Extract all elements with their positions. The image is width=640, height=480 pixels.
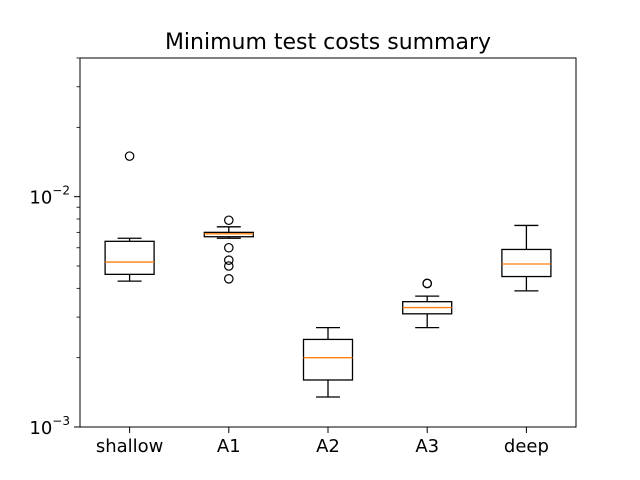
flier-point <box>224 255 234 265</box>
plot-area <box>79 57 577 428</box>
iqr-box <box>203 231 254 238</box>
box-A3 <box>402 278 453 329</box>
box-A1 <box>203 215 254 284</box>
iqr-box <box>104 240 155 275</box>
flier-point <box>224 261 234 271</box>
box-shallow <box>104 151 155 282</box>
chart-title: Minimum test costs summary <box>165 30 491 55</box>
y-tick-label: 10−2 <box>29 184 70 209</box>
x-tick-label: shallow <box>96 436 164 457</box>
x-tick-label: A1 <box>217 436 241 457</box>
x-tick-label: A3 <box>415 436 439 457</box>
flier-point <box>224 273 234 284</box>
flier-point <box>124 151 135 161</box>
y-tick-label: 10−3 <box>29 414 70 439</box>
iqr-box <box>501 248 552 278</box>
flier-point <box>422 278 432 289</box>
box-deep <box>501 224 552 292</box>
iqr-box <box>302 338 354 381</box>
x-tick-label: A2 <box>316 436 340 457</box>
y-tick-base: 10 <box>29 418 52 439</box>
flier-point <box>224 215 234 226</box>
x-tick-label: deep <box>504 436 549 457</box>
y-tick-exponent: −2 <box>52 184 70 198</box>
y-axis: 10−310−2 <box>29 57 80 439</box>
box-A2 <box>302 326 354 398</box>
x-axis: shallow A1 A2 A3 deep <box>96 427 549 457</box>
flier-point <box>224 242 234 253</box>
y-tick-exponent: −3 <box>52 414 70 428</box>
y-tick-base: 10 <box>29 188 52 209</box>
